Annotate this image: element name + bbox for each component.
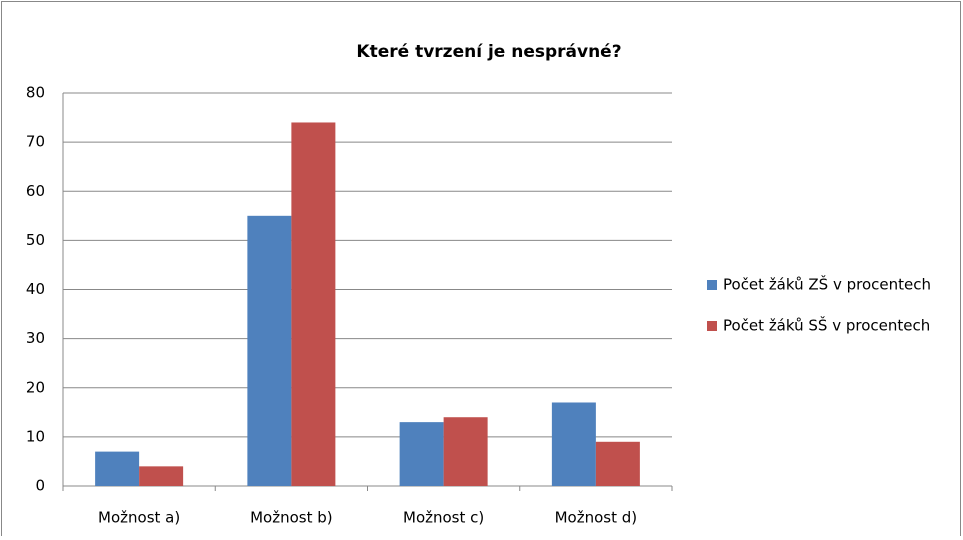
y-tick-label: 70 [26, 133, 45, 151]
y-tick-label: 40 [26, 280, 45, 298]
legend-swatch [707, 321, 717, 331]
bar [291, 122, 336, 486]
x-tick-label: Možnost b) [250, 509, 333, 527]
bar [95, 451, 140, 486]
y-tick-label: 20 [26, 378, 45, 396]
y-tick-label: 50 [26, 231, 45, 249]
x-tick-label: Možnost c) [403, 509, 484, 527]
bar [399, 422, 444, 486]
y-tick-label: 60 [26, 182, 45, 200]
x-tick-label: Možnost d) [555, 509, 638, 527]
y-tick-label: 0 [35, 477, 45, 495]
chart-title: Které tvrzení je nesprávné? [356, 42, 621, 62]
legend-swatch [707, 280, 717, 290]
bar [247, 215, 292, 486]
bar [551, 402, 596, 486]
y-tick-label: 80 [26, 84, 45, 102]
bar [595, 441, 640, 486]
y-tick-label: 30 [26, 329, 45, 347]
x-tick-label: Možnost a) [98, 509, 180, 527]
y-tick-label: 10 [26, 427, 45, 445]
bar [443, 417, 488, 486]
legend-label: Počet žáků ZŠ v procentech [723, 275, 931, 294]
legend-label: Počet žáků SŠ v procentech [723, 316, 930, 335]
bar [139, 466, 184, 486]
